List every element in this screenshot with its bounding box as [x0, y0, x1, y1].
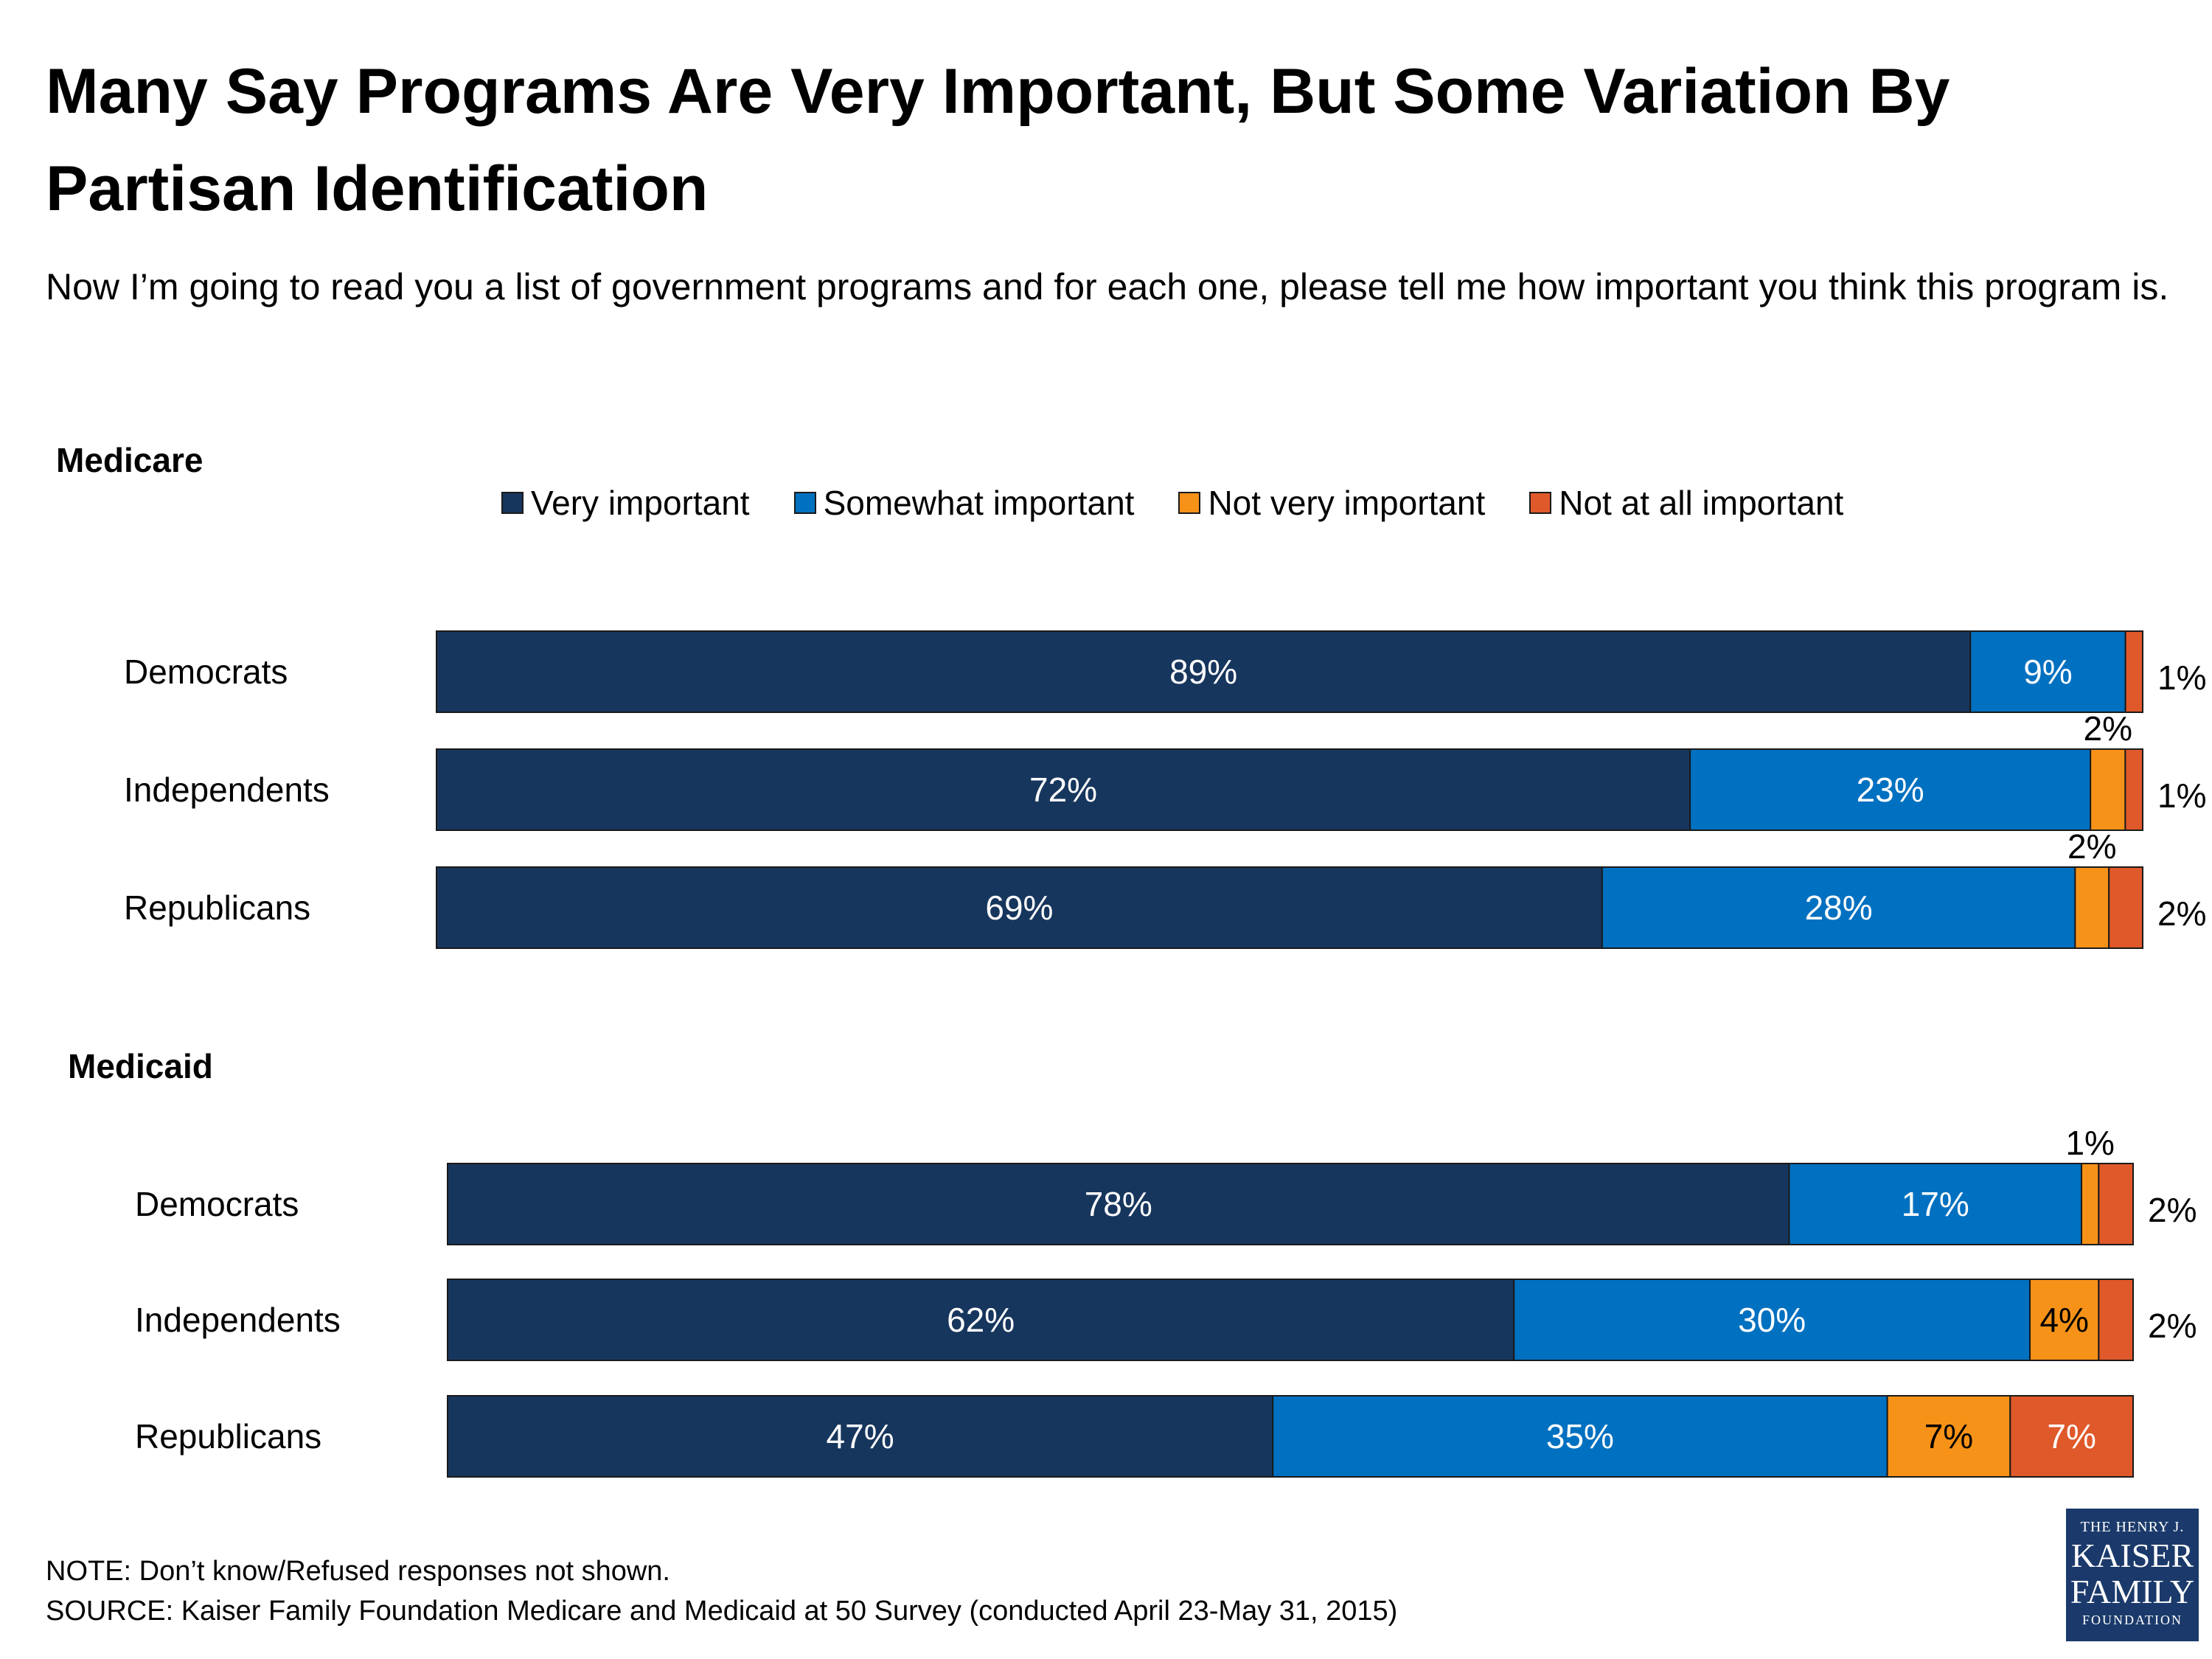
- legend: Very important Somewhat important Not ve…: [501, 482, 1888, 524]
- category-label-medicaid-independents: Independents: [135, 1301, 341, 1339]
- bar-medicaid-independents-somewhat-important: [1513, 1279, 2031, 1361]
- data-label-medicare-republicans-not-very-important: 2%: [2067, 827, 2116, 866]
- data-label-medicaid-independents-not-at-all-important: 2%: [2148, 1307, 2197, 1345]
- note-text: NOTE: Don’t know/Refused responses not s…: [46, 1556, 670, 1587]
- bar-medicaid-republicans-somewhat-important: [1272, 1395, 1888, 1478]
- data-label-medicaid-democrats-not-at-all-important: 2%: [2148, 1191, 2197, 1229]
- bar-medicaid-democrats-not-very-important: [2081, 1163, 2100, 1245]
- bar-medicaid-republicans-not-very-important: [1886, 1395, 2011, 1478]
- section-label-medicare: Medicare: [56, 441, 204, 479]
- legend-label-not-very-important: Not very important: [1208, 484, 1486, 522]
- legend-label-very-important: Very important: [531, 484, 750, 522]
- logo-line-4: FOUNDATION: [2082, 1613, 2183, 1627]
- bar-medicare-independents-not-very-important: [2090, 748, 2126, 831]
- data-label-medicare-democrats-not-at-all-important: 1%: [2157, 658, 2206, 697]
- category-label-medicare-republicans: Republicans: [124, 888, 310, 927]
- legend-label-somewhat-important: Somewhat important: [823, 484, 1135, 522]
- category-label-medicare-democrats: Democrats: [124, 653, 288, 691]
- legend-swatch-somewhat-important: [793, 492, 816, 514]
- logo-line-2: KAISER: [2070, 1537, 2194, 1574]
- bar-medicaid-democrats-somewhat-important: [1788, 1163, 2083, 1245]
- chart-subtitle: Now I’m going to read you a list of gove…: [46, 266, 2169, 307]
- data-label-medicare-independents-very-important: 72%: [1029, 771, 1097, 809]
- bar-medicare-independents-not-at-all-important: [2124, 748, 2143, 831]
- data-label-medicaid-democrats-not-very-important: 1%: [2065, 1124, 2114, 1162]
- bar-medicaid-independents-not-very-important: [2029, 1279, 2100, 1361]
- category-label-medicaid-republicans: Republicans: [135, 1417, 321, 1455]
- logo-line-3: FAMILY: [2070, 1573, 2195, 1610]
- legend-item-not-very-important: Not very important: [1178, 483, 1485, 523]
- data-label-medicaid-independents-very-important: 62%: [947, 1301, 1015, 1339]
- legend-swatch-not-very-important: [1178, 492, 1201, 514]
- bar-medicaid-republicans-very-important: [447, 1395, 1274, 1478]
- bar-medicare-democrats-somewhat-important: [1969, 630, 2126, 713]
- section-label-medicaid: Medicaid: [68, 1047, 213, 1085]
- category-label-medicare-independents: Independents: [124, 771, 330, 809]
- data-label-medicare-republicans-somewhat-important: 28%: [1805, 888, 1873, 927]
- data-label-medicaid-republicans-not-very-important: 7%: [1924, 1417, 1973, 1455]
- bar-medicaid-independents-not-at-all-important: [2098, 1279, 2134, 1361]
- legend-label-not-at-all-important: Not at all important: [1559, 484, 1844, 522]
- chart-title: Many Say Programs Are Very Important, Bu…: [46, 56, 1950, 224]
- category-label-medicaid-democrats: Democrats: [135, 1185, 299, 1223]
- legend-item-very-important: Very important: [501, 483, 750, 523]
- legend-item-not-at-all-important: Not at all important: [1529, 483, 1843, 523]
- bar-medicaid-republicans-not-at-all-important: [2009, 1395, 2134, 1478]
- data-label-medicare-independents-somewhat-important: 23%: [1857, 771, 1924, 809]
- bar-medicare-republicans-very-important: [436, 866, 1603, 949]
- data-label-medicaid-independents-somewhat-important: 30%: [1738, 1301, 1806, 1339]
- bar-medicare-democrats-not-at-all-important: [2124, 630, 2143, 713]
- bar-medicare-independents-somewhat-important: [1689, 748, 2092, 831]
- bar-medicare-republicans-somewhat-important: [1601, 866, 2076, 949]
- data-label-medicare-democrats-very-important: 89%: [1169, 653, 1237, 691]
- data-label-medicare-republicans-very-important: 69%: [985, 888, 1053, 927]
- data-label-medicaid-republicans-very-important: 47%: [827, 1417, 894, 1455]
- bar-medicare-democrats-very-important: [436, 630, 1972, 713]
- data-label-medicaid-republicans-somewhat-important: 35%: [1546, 1417, 1614, 1455]
- logo-line-1: THE HENRY J.: [2080, 1519, 2185, 1535]
- data-label-medicare-republicans-not-at-all-important: 2%: [2157, 894, 2206, 933]
- data-label-medicare-independents-not-at-all-important: 1%: [2157, 776, 2206, 815]
- bar-medicaid-democrats-very-important: [447, 1163, 1790, 1245]
- kff-logo: THE HENRY J. KAISER FAMILY FOUNDATION: [2066, 1509, 2199, 1641]
- bar-medicaid-democrats-not-at-all-important: [2098, 1163, 2134, 1245]
- legend-item-somewhat-important: Somewhat important: [793, 483, 1135, 523]
- bar-medicare-independents-very-important: [436, 748, 1691, 831]
- bar-medicare-republicans-not-very-important: [2074, 866, 2110, 949]
- data-label-medicaid-independents-not-very-important: 4%: [2039, 1301, 2088, 1339]
- legend-swatch-not-at-all-important: [1529, 492, 1552, 514]
- bar-medicaid-independents-very-important: [447, 1279, 1515, 1361]
- data-label-medicaid-democrats-very-important: 78%: [1085, 1185, 1152, 1223]
- source-text: SOURCE: Kaiser Family Foundation Medicar…: [46, 1596, 1398, 1627]
- footnote: NOTE: Don’t know/Refused responses not s…: [46, 1551, 1397, 1631]
- legend-swatch-very-important: [501, 492, 524, 514]
- data-label-medicare-independents-not-very-important: 2%: [2084, 709, 2132, 748]
- bar-medicare-republicans-not-at-all-important: [2108, 866, 2144, 949]
- data-label-medicare-democrats-somewhat-important: 9%: [2023, 653, 2072, 691]
- data-label-medicaid-republicans-not-at-all-important: 7%: [2047, 1417, 2096, 1455]
- data-label-medicaid-democrats-somewhat-important: 17%: [1902, 1185, 1969, 1223]
